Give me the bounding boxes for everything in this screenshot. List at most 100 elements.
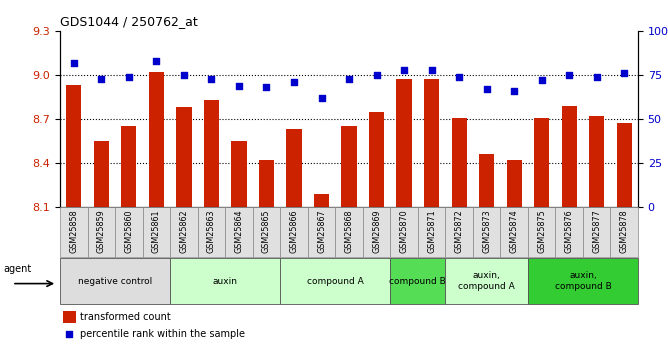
Point (234, 83, 244, 88)
Point (371, 72, 382, 78)
Bar (122, 126, 136, 207)
Text: GSM25875: GSM25875 (537, 209, 546, 253)
Text: agent: agent (3, 264, 31, 274)
FancyBboxPatch shape (225, 207, 253, 257)
Point (96, 76, 107, 81)
FancyBboxPatch shape (170, 258, 281, 304)
Text: GSM25877: GSM25877 (592, 209, 601, 253)
Text: auxin,
compound B: auxin, compound B (554, 272, 611, 291)
FancyBboxPatch shape (88, 207, 115, 257)
Point (289, 79, 299, 85)
Text: compound A: compound A (307, 277, 363, 286)
Bar (452, 118, 467, 207)
FancyBboxPatch shape (60, 207, 88, 257)
FancyBboxPatch shape (611, 207, 638, 257)
Point (343, 76, 354, 81)
Bar (287, 129, 301, 207)
Text: GSM25866: GSM25866 (289, 209, 299, 253)
FancyBboxPatch shape (170, 207, 198, 257)
Text: GSM25870: GSM25870 (399, 209, 409, 253)
Text: auxin: auxin (212, 277, 238, 286)
FancyBboxPatch shape (528, 207, 555, 257)
Bar (424, 79, 439, 207)
FancyBboxPatch shape (528, 258, 638, 304)
Bar (94, 141, 109, 207)
Bar (589, 116, 605, 207)
FancyBboxPatch shape (281, 258, 390, 304)
Bar (369, 112, 384, 207)
Text: GSM25869: GSM25869 (372, 209, 381, 253)
Point (206, 76, 217, 81)
Text: GSM25867: GSM25867 (317, 209, 326, 253)
Bar (314, 194, 329, 207)
Text: percentile rank within the sample: percentile rank within the sample (80, 329, 245, 339)
FancyBboxPatch shape (446, 258, 528, 304)
FancyBboxPatch shape (473, 207, 500, 257)
Bar (231, 141, 246, 207)
Text: auxin,
compound A: auxin, compound A (458, 272, 515, 291)
FancyBboxPatch shape (308, 207, 335, 257)
Bar (259, 160, 274, 207)
FancyBboxPatch shape (143, 207, 170, 257)
Bar (63, 310, 75, 323)
FancyBboxPatch shape (60, 258, 170, 304)
Point (261, 85, 272, 90)
Bar (341, 126, 357, 207)
FancyBboxPatch shape (446, 207, 473, 257)
Point (316, 95, 327, 101)
Bar (66, 85, 81, 207)
Bar (617, 124, 632, 207)
Text: GSM25858: GSM25858 (69, 209, 78, 253)
Text: GSM25862: GSM25862 (180, 209, 188, 253)
Bar (397, 79, 411, 207)
Text: GSM25864: GSM25864 (234, 209, 243, 253)
FancyBboxPatch shape (583, 207, 611, 257)
FancyBboxPatch shape (198, 207, 225, 257)
Text: GSM25876: GSM25876 (564, 209, 574, 253)
Point (124, 74, 134, 80)
Point (564, 72, 574, 78)
Point (481, 86, 492, 92)
Point (536, 78, 547, 83)
Point (69, 60, 79, 66)
Text: transformed count: transformed count (80, 312, 171, 322)
Text: GSM25868: GSM25868 (345, 209, 353, 253)
Text: GSM25859: GSM25859 (97, 209, 106, 253)
Point (64, 331, 75, 337)
Bar (149, 72, 164, 207)
Text: GSM25865: GSM25865 (262, 209, 271, 253)
FancyBboxPatch shape (555, 207, 583, 257)
Text: GSM25863: GSM25863 (207, 209, 216, 253)
Bar (506, 160, 522, 207)
Text: GSM25873: GSM25873 (482, 209, 491, 253)
FancyBboxPatch shape (390, 258, 446, 304)
FancyBboxPatch shape (500, 207, 528, 257)
Point (454, 74, 464, 80)
FancyBboxPatch shape (281, 207, 308, 257)
Bar (562, 106, 576, 207)
Bar (479, 154, 494, 207)
FancyBboxPatch shape (115, 207, 143, 257)
Point (178, 72, 189, 78)
Bar (176, 107, 192, 207)
Text: GSM25861: GSM25861 (152, 209, 161, 253)
Text: GSM25872: GSM25872 (455, 209, 464, 253)
FancyBboxPatch shape (390, 207, 418, 257)
Text: GDS1044 / 250762_at: GDS1044 / 250762_at (60, 16, 198, 29)
Point (509, 88, 520, 93)
Bar (204, 100, 219, 207)
Text: compound B: compound B (389, 277, 446, 286)
Text: GSM25878: GSM25878 (620, 209, 629, 253)
Text: negative control: negative control (78, 277, 152, 286)
Point (591, 74, 602, 80)
FancyBboxPatch shape (253, 207, 281, 257)
Text: GSM25874: GSM25874 (510, 209, 518, 253)
Point (426, 67, 437, 72)
Point (619, 70, 629, 76)
Text: GSM25871: GSM25871 (427, 209, 436, 253)
Point (399, 67, 409, 72)
FancyBboxPatch shape (418, 207, 446, 257)
FancyBboxPatch shape (363, 207, 390, 257)
Point (151, 58, 162, 64)
Bar (534, 118, 549, 207)
